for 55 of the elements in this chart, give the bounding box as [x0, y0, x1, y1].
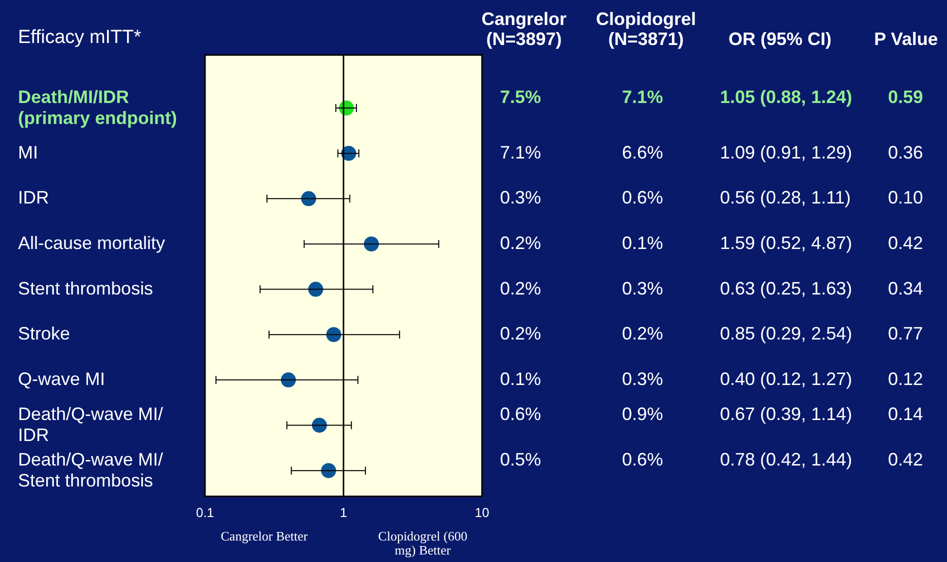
x-tick-label: 0.1 [196, 504, 214, 520]
text: 0.1% [500, 368, 542, 389]
y-tick-label: Stroke [18, 324, 70, 344]
text: 0.3% [622, 278, 664, 298]
data-label: 1.05 (0.88, 1.24) [720, 86, 852, 107]
y-tick-label: IDR [18, 188, 49, 208]
text: 0.9% [622, 404, 664, 424]
text: 0.42 [888, 232, 924, 253]
text: 7.5% [500, 86, 542, 107]
text: 0.42 [888, 450, 924, 470]
x-tick-label: 1 [340, 504, 348, 520]
text: 0.77 [888, 324, 924, 344]
y-tick-label: Death/Q-wave MI/IDR [18, 404, 164, 446]
text: 0.6% [500, 404, 542, 424]
text: 0.2% [500, 278, 542, 298]
data-label: 0.63 (0.25, 1.63) [720, 278, 852, 298]
text: 0.14 [888, 404, 924, 424]
data-label: 0.56 (0.28, 1.11) [720, 188, 851, 208]
text: 0.1% [622, 232, 664, 253]
text: 0.36 [888, 142, 924, 162]
text: 7.1% [500, 142, 542, 162]
data-label: 0.85 (0.29, 2.54) [720, 324, 852, 344]
y-tick-label: Stent thrombosis [18, 278, 154, 298]
text: 0.2% [622, 324, 664, 344]
text: 0.12 [888, 368, 924, 389]
text: 0.3% [500, 188, 542, 208]
text: 7.1% [622, 86, 664, 107]
data-label: 1.09 (0.91, 1.29) [720, 142, 852, 162]
text: 0.6% [622, 188, 664, 208]
text: 0.2% [500, 232, 542, 253]
y-tick-label: Death/MI/IDR (primary endpoint) [18, 86, 178, 128]
text: Cangrelor (N=3897) [481, 8, 567, 49]
x-tick-label: 10 [474, 504, 490, 520]
text: 0.34 [888, 278, 924, 298]
text: 0.59 [888, 86, 924, 107]
text: 0.10 [888, 188, 924, 208]
text: Clopidogrel (N=3871) [596, 8, 696, 49]
y-tick-label: All-cause mortality [18, 232, 166, 253]
y-tick-label: Death/Q-wave MI/Stent thrombosis [18, 450, 164, 491]
data-label: 0.40 (0.12, 1.27) [720, 368, 852, 389]
text: OR (95% CI) [728, 28, 832, 49]
text: Cangrelor Better [220, 528, 308, 544]
text: 0.3% [622, 368, 664, 389]
text: 0.6% [622, 450, 664, 470]
chart-title: Efficacy mITT* [18, 27, 142, 48]
text: 0.2% [500, 324, 542, 344]
text: Clopidogrel (600 mg) Better [378, 528, 468, 558]
data-label: 0.67 (0.39, 1.14) [720, 404, 852, 424]
text: P Value [874, 28, 938, 49]
text: 0.5% [500, 450, 542, 470]
data-label: 1.59 (0.52, 4.87) [720, 232, 852, 253]
y-tick-label: Q-wave MI [18, 368, 106, 389]
text: 6.6% [622, 142, 664, 162]
y-tick-label: MI [18, 142, 38, 162]
data-label: 0.78 (0.42, 1.44) [720, 450, 852, 470]
